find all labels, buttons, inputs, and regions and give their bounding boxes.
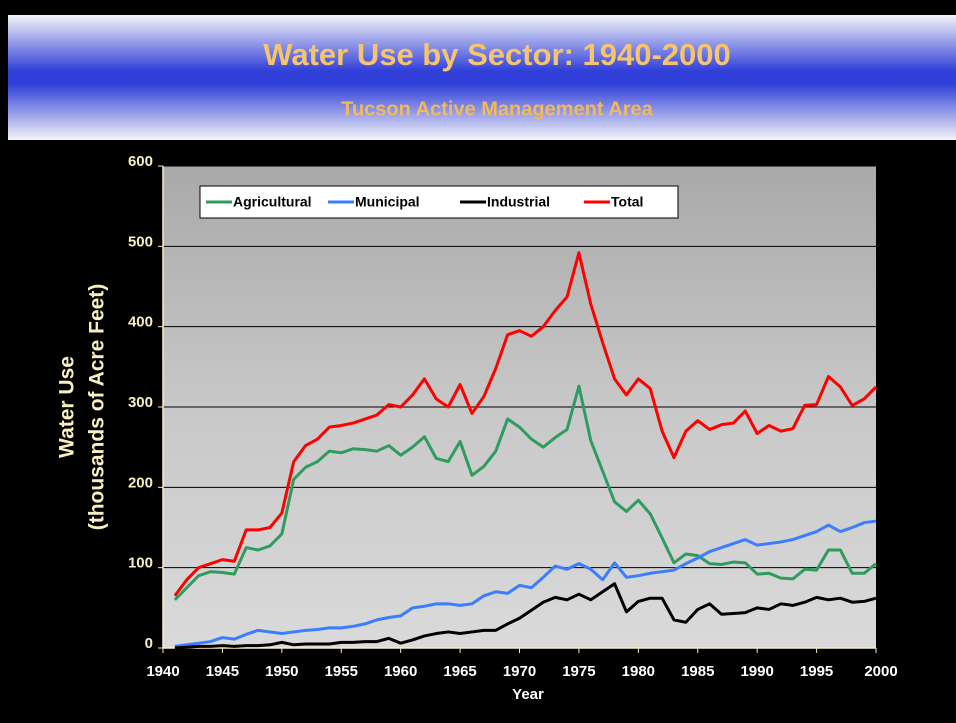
x-tick-label: 1960 — [384, 663, 417, 680]
x-tick-label: 2000 — [864, 663, 897, 680]
legend-label: Total — [611, 194, 643, 210]
y-axis-title: (thousands of Acre Feet) — [86, 284, 109, 531]
x-tick-label: 1950 — [265, 663, 298, 680]
legend-label: Agricultural — [233, 194, 312, 210]
y-tick-label: 500 — [128, 233, 153, 250]
x-tick-label: 1980 — [622, 663, 655, 680]
x-tick-label: 1990 — [740, 663, 773, 680]
page: {"chart_data": {"type": "line", "title":… — [0, 0, 956, 723]
x-tick-label: 1970 — [503, 663, 536, 680]
y-tick-label: 100 — [128, 555, 153, 572]
legend-label: Municipal — [355, 194, 420, 210]
slide: Water Use by Sector: 1940-2000 Tucson Ac… — [0, 0, 956, 723]
y-axis-title: Water Use — [56, 356, 79, 458]
y-tick-label: 400 — [128, 314, 153, 331]
y-tick-label: 300 — [128, 394, 153, 411]
y-tick-label: 200 — [128, 474, 153, 491]
x-tick-label: 1985 — [681, 663, 714, 680]
x-tick-label: 1975 — [562, 663, 595, 680]
x-tick-label: 1995 — [800, 663, 833, 680]
subtitle: Tucson Active Management Area — [341, 98, 653, 120]
x-tick-label: 1940 — [146, 663, 179, 680]
header-band — [8, 15, 956, 140]
legend-label: Industrial — [487, 194, 550, 210]
y-tick-label: 0 — [145, 635, 153, 652]
y-tick-label: 600 — [128, 153, 153, 170]
x-tick-label: 1955 — [325, 663, 358, 680]
x-tick-label: 1965 — [443, 663, 476, 680]
x-axis-title: Year — [512, 686, 544, 703]
x-tick-label: 1945 — [206, 663, 239, 680]
title: Water Use by Sector: 1940-2000 — [263, 37, 731, 72]
